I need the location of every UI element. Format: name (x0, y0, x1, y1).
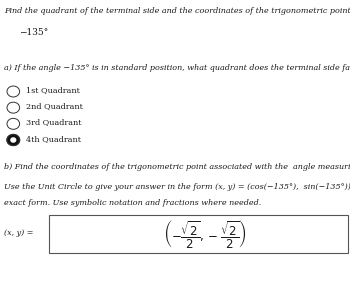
Circle shape (11, 138, 16, 142)
Text: 2nd Quadrant: 2nd Quadrant (26, 102, 83, 110)
Text: 4th Quadrant: 4th Quadrant (26, 135, 81, 143)
Text: Find the quadrant of the terminal side and the coordinates of the trigonometric : Find the quadrant of the terminal side a… (4, 7, 350, 15)
Text: exact form. Use symbolic notation and fractions where needed.: exact form. Use symbolic notation and fr… (4, 199, 261, 207)
Text: b) Find the coordinates of the trigonometric point associated with the  angle me: b) Find the coordinates of the trigonome… (4, 163, 350, 171)
Text: 1st Quadrant: 1st Quadrant (26, 86, 80, 94)
Text: $\left(-\dfrac{\sqrt{2}}{2}, -\dfrac{\sqrt{2}}{2}\right)$: $\left(-\dfrac{\sqrt{2}}{2}, -\dfrac{\sq… (163, 218, 247, 250)
Text: −135°: −135° (19, 28, 49, 37)
Text: a) If the angle −135° is in standard position, what quadrant does the terminal s: a) If the angle −135° is in standard pos… (4, 64, 350, 72)
Text: (x, y) =: (x, y) = (4, 229, 34, 237)
Text: Use the Unit Circle to give your answer in the form (x, y) = (cos(−135°),  sin(−: Use the Unit Circle to give your answer … (4, 183, 350, 191)
Text: 3rd Quadrant: 3rd Quadrant (26, 119, 82, 127)
FancyBboxPatch shape (49, 215, 348, 253)
Circle shape (7, 135, 20, 145)
